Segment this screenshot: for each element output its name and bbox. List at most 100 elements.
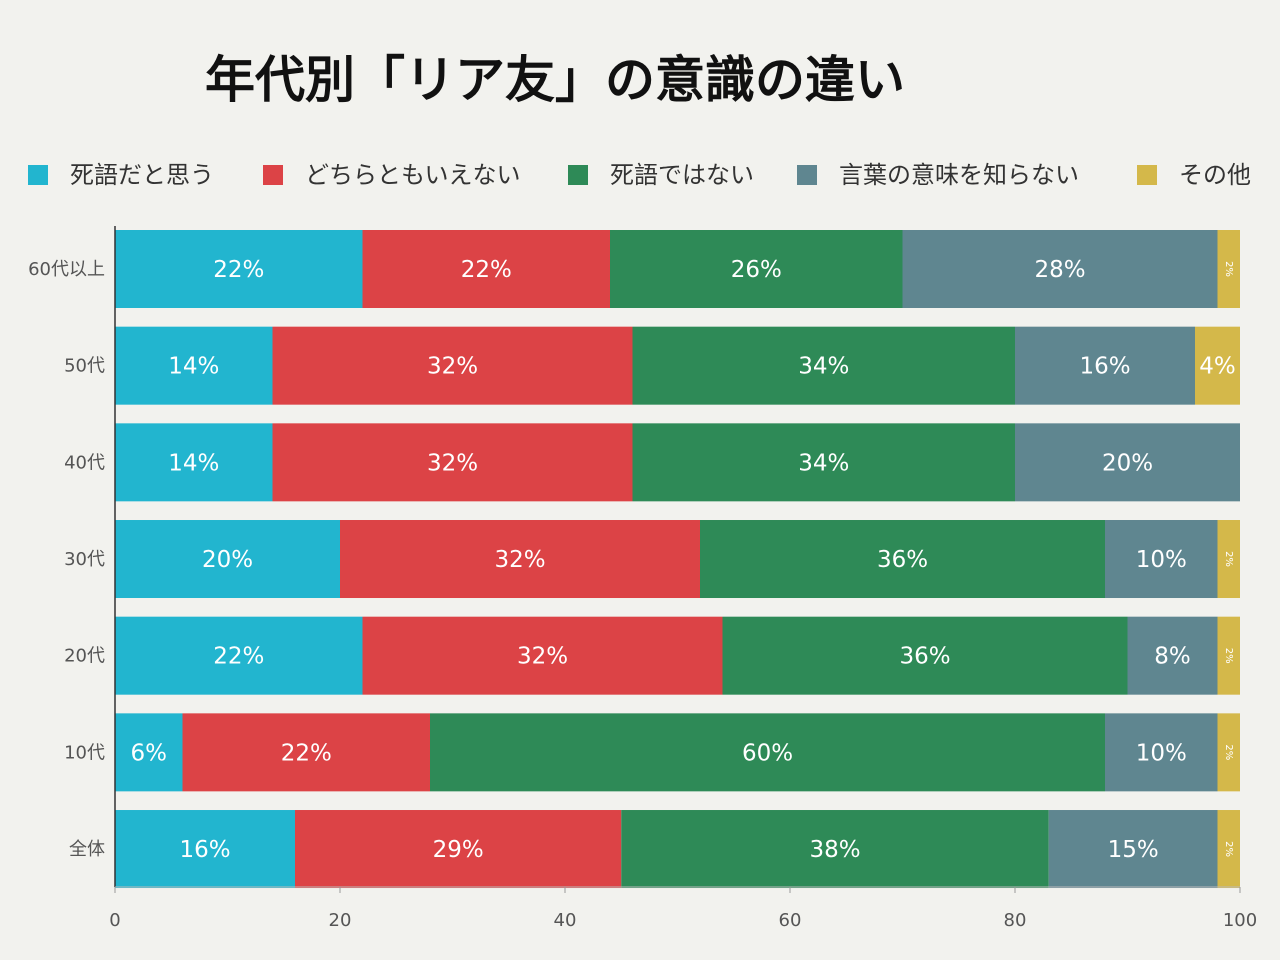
bar-segment <box>610 230 903 308</box>
bar-segment <box>430 713 1105 792</box>
x-tick-label: 40 <box>554 910 577 931</box>
bar-segment <box>272 423 633 502</box>
bar-segment <box>1195 326 1240 405</box>
bar-row: 10代 6% 22% 60% 10% 2% <box>64 713 1240 792</box>
bar-segment <box>722 616 1128 695</box>
legend-label: その他 <box>1179 161 1251 189</box>
bars: 60代以上 22% 22% 26% 28% 2% 50代 14% 32% 34% 16% 4% 40代 1… <box>28 230 1240 889</box>
bar-segment <box>902 230 1218 308</box>
data-label: 22% <box>213 257 264 283</box>
bar-segment <box>340 520 700 599</box>
bar-segment <box>115 520 340 599</box>
data-label: 2% <box>1223 744 1234 760</box>
legend-swatch <box>263 165 283 185</box>
legend-item: 死語ではない <box>568 161 754 189</box>
data-label: 16% <box>1079 354 1130 380</box>
legend-label: 死語だと思う <box>70 161 214 189</box>
data-label: 15% <box>1108 837 1159 863</box>
bar-segment <box>1127 616 1218 695</box>
legend-item: どちらともいえない <box>263 161 521 189</box>
data-label: 34% <box>798 354 849 380</box>
data-label: 22% <box>461 257 512 283</box>
legend-swatch <box>797 165 817 185</box>
data-label: 2% <box>1223 648 1234 664</box>
bar-segment <box>1105 713 1218 792</box>
x-tick-label: 60 <box>779 910 802 931</box>
bar-row: 30代 20% 32% 36% 10% 2% <box>64 520 1240 599</box>
data-label: 14% <box>168 354 219 380</box>
bar-row: 40代 14% 32% 34% 20% <box>64 423 1240 502</box>
bar-segment <box>1048 810 1218 889</box>
bar-segment <box>115 326 273 405</box>
data-label: 34% <box>798 450 849 476</box>
x-tick-label: 20 <box>329 910 352 931</box>
bar-segment <box>1105 520 1218 599</box>
bar-segment <box>1217 520 1240 599</box>
legend-item: 死語だと思う <box>28 161 214 189</box>
bar-segment <box>1217 616 1240 695</box>
bar-segment <box>115 810 295 889</box>
data-label: 36% <box>877 547 928 573</box>
data-label: 29% <box>433 837 484 863</box>
data-label: 16% <box>179 837 230 863</box>
data-label: 60% <box>742 740 793 766</box>
category-label: 10代 <box>64 742 105 763</box>
bar-segment <box>272 326 633 405</box>
x-tick-label: 80 <box>1004 910 1027 931</box>
legend-swatch <box>28 165 48 185</box>
bar-row: 50代 14% 32% 34% 16% 4% <box>64 326 1240 405</box>
data-label: 22% <box>213 644 264 670</box>
bar-segment <box>1015 423 1240 502</box>
data-label: 20% <box>1102 450 1153 476</box>
legend-item: その他 <box>1137 161 1251 189</box>
x-tick-label: 0 <box>109 910 120 931</box>
category-label: 40代 <box>64 452 105 473</box>
bar-row: 20代 22% 32% 36% 8% 2% <box>64 616 1240 695</box>
bar-segment <box>621 810 1049 889</box>
bar-segment <box>632 423 1015 502</box>
legend-item: 言葉の意味を知らない <box>797 161 1079 189</box>
legend-label: 言葉の意味を知らない <box>839 161 1079 189</box>
category-label: 20代 <box>64 646 105 667</box>
category-label: 60代以上 <box>28 259 105 280</box>
data-label: 14% <box>168 450 219 476</box>
data-label: 8% <box>1154 644 1191 670</box>
bar-segment <box>295 810 622 889</box>
axes: 0 20 40 60 80 100 <box>109 226 1257 931</box>
bar-segment <box>115 230 363 308</box>
legend-label: どちらともいえない <box>305 161 521 189</box>
legend-label: 死語ではない <box>610 161 754 189</box>
bar-segment <box>362 616 723 695</box>
data-label: 36% <box>899 644 950 670</box>
data-label: 32% <box>427 354 478 380</box>
bar-segment <box>115 713 183 792</box>
data-label: 2% <box>1223 841 1234 857</box>
bar-segment <box>1217 713 1240 792</box>
bar-segment <box>1015 326 1195 405</box>
data-label: 28% <box>1034 257 1085 283</box>
data-label: 22% <box>281 740 332 766</box>
data-label: 4% <box>1199 354 1236 380</box>
data-label: 2% <box>1223 261 1234 277</box>
bar-segment <box>362 230 610 308</box>
bar-segment <box>1217 230 1240 308</box>
category-label: 30代 <box>64 549 105 570</box>
category-label: 全体 <box>69 839 105 860</box>
data-label: 10% <box>1136 740 1187 766</box>
bar-row: 全体 16% 29% 38% 15% 2% <box>69 810 1240 889</box>
data-label: 26% <box>731 257 782 283</box>
data-label: 32% <box>517 644 568 670</box>
data-label: 10% <box>1136 547 1187 573</box>
bar-segment <box>182 713 430 792</box>
bar-segment <box>115 616 363 695</box>
bar-segment <box>632 326 1015 405</box>
bar-segment <box>115 423 273 502</box>
legend-swatch <box>1137 165 1157 185</box>
legend-swatch <box>568 165 588 185</box>
bar-row: 60代以上 22% 22% 26% 28% 2% <box>28 230 1240 308</box>
bar-segment <box>1217 810 1240 889</box>
category-label: 50代 <box>64 356 105 377</box>
data-label: 32% <box>427 450 478 476</box>
data-label: 20% <box>202 547 253 573</box>
